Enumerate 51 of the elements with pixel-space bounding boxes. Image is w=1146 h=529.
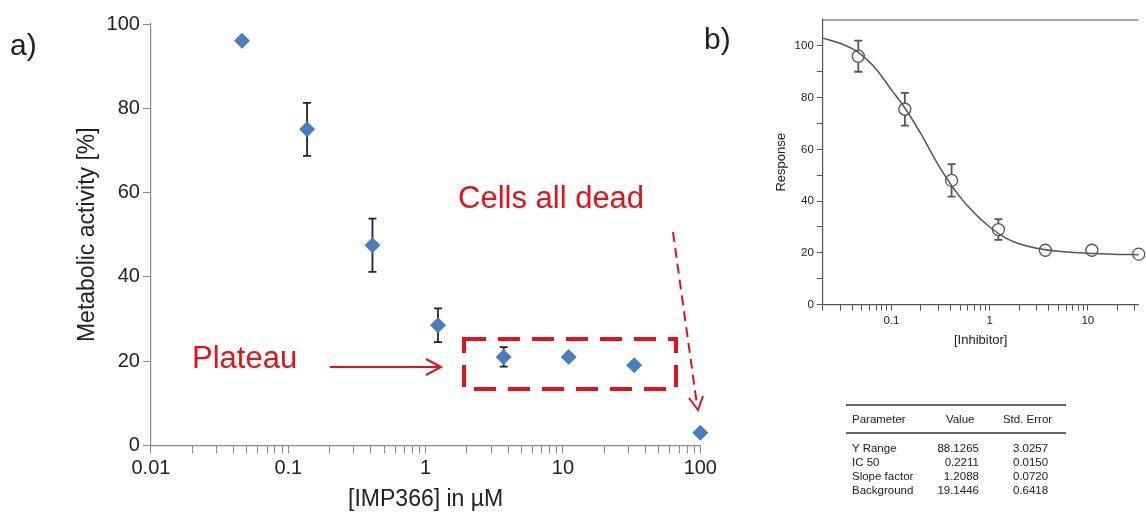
x-tick-label: 0.1 (883, 313, 900, 326)
point (429, 317, 446, 334)
text: 0.0720 (1012, 469, 1050, 483)
chart-title: a) (10, 28, 37, 62)
text: IC 50 (851, 455, 881, 469)
y-tick-label: 20 (117, 348, 140, 371)
y-tick-label: 40 (800, 194, 814, 207)
text: 1.2088 (942, 469, 980, 483)
y-tick-label: 0 (128, 432, 140, 455)
x-tick-label: 10 (1081, 313, 1095, 326)
text: Std. Error (1001, 412, 1054, 427)
y-tick-label: 60 (117, 180, 140, 203)
x-tick-label: 0.01 (131, 455, 171, 478)
y-tick-label: 100 (794, 39, 814, 52)
point (364, 237, 381, 254)
x-axis-title: [Inhibitor] (954, 331, 1008, 347)
x-tick-label: 1 (986, 313, 993, 326)
y-tick-label: 100 (106, 11, 140, 34)
x-tick-label: 1 (420, 455, 432, 478)
y-axis-title: Response (773, 133, 789, 192)
text: 0.2211 (943, 455, 980, 469)
point (1132, 247, 1146, 261)
point (692, 424, 709, 441)
y-tick-label: 80 (117, 95, 140, 118)
x-tick-label: 10 (551, 455, 575, 478)
text: 3.0257 (1012, 441, 1050, 455)
annotation: Cells all dead (458, 180, 645, 216)
y-tick-label: 20 (800, 246, 814, 259)
text: Y Range (851, 441, 898, 455)
text: Background (851, 483, 915, 497)
annotation: Plateau (192, 340, 298, 376)
y-tick-label: 0 (807, 297, 814, 310)
x-tick-label: 100 (683, 455, 717, 478)
text: Value (944, 412, 976, 427)
text: 0.0150 (1012, 455, 1050, 469)
text: 88.1265 (936, 441, 980, 455)
y-axis-title: Metabolic activity [%] (73, 127, 100, 343)
x-tick-label: 0.1 (274, 455, 303, 478)
text: Parameter (851, 412, 907, 427)
point (299, 121, 316, 138)
text: 19.1446 (936, 483, 980, 497)
point (233, 32, 250, 49)
chart-title: b) (704, 22, 731, 56)
y-tick-label: 60 (800, 142, 814, 155)
point (626, 357, 643, 374)
point (560, 348, 577, 365)
x-axis-title: [IMP366] in µM (348, 484, 504, 511)
y-tick-label: 80 (800, 90, 814, 103)
text: 0.6418 (1012, 483, 1050, 497)
text: Slope factor (851, 469, 915, 483)
y-tick-label: 40 (117, 264, 140, 287)
